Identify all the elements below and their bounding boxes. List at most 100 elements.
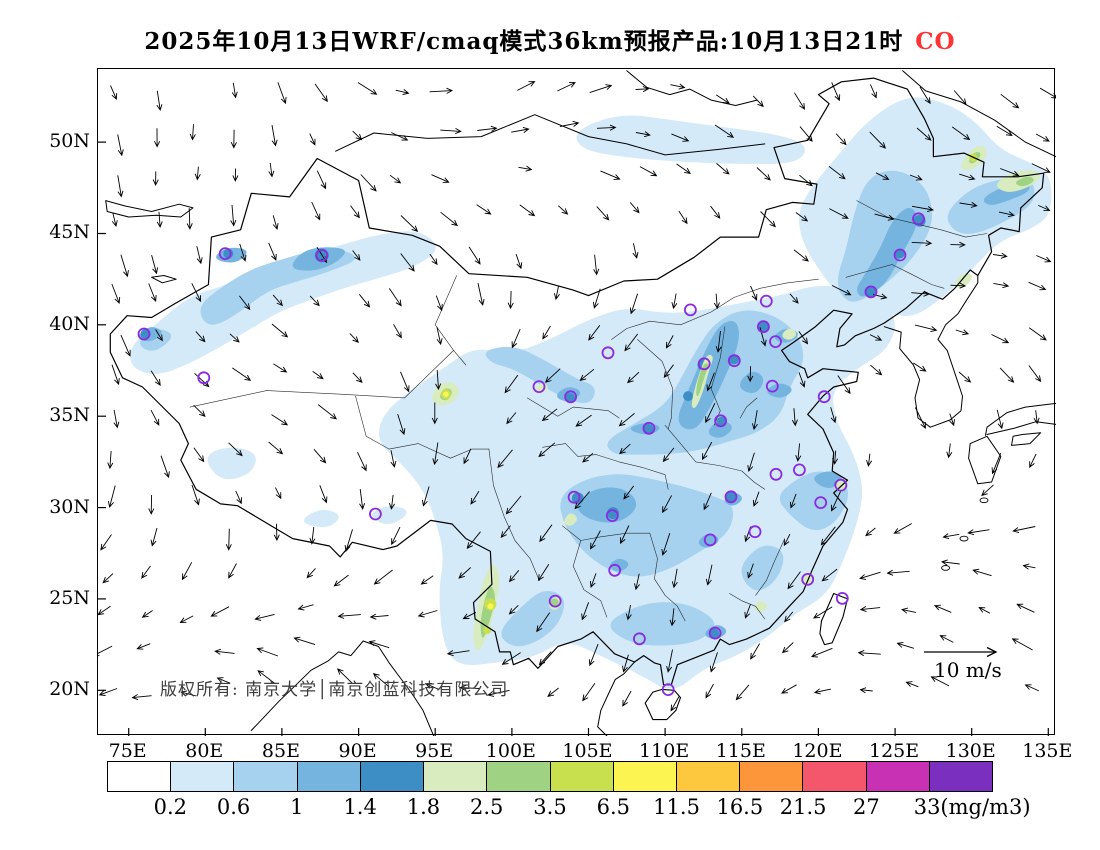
city-marker [608,563,622,577]
copyright-text: 版权所有: 南京大学│南京创蓝科技有限公司 [160,679,508,700]
colorbar-tick-label: 27 [853,795,880,819]
city-marker [835,592,849,605]
colorbar-cell [108,762,171,791]
city-marker [684,303,697,317]
colorbar-cell [359,762,424,791]
colorbar-tick-label: 0.2 [153,795,187,819]
city-marker [697,357,711,371]
lon-tick-label: 100E [485,740,536,762]
colorbar-cell [423,762,487,791]
wind-scale-label: 10 m/s [934,658,1002,682]
city-marker [834,478,848,492]
city-marker [567,490,581,504]
colorbar-tick-label: 1 [290,795,304,819]
lon-tick-label: 110E [639,740,690,762]
city-marker [724,490,738,504]
lon-tick-label: 90E [338,740,377,762]
colorbar-tick-label: 1.4 [343,795,377,819]
city-marker [727,354,741,368]
city-marker [633,632,646,646]
colorbar-tick-label: 2.5 [470,795,504,819]
city-marker [218,247,232,261]
lat-tick-label: 35N [49,404,90,427]
city-marker [642,421,656,435]
map-generated-layers [98,70,1056,736]
city-marker [817,390,831,404]
lat-tick-label: 30N [49,495,90,518]
city-marker [912,212,925,226]
lon-tick-label: 120E [792,740,843,762]
city-marker [793,463,806,477]
city-marker [605,509,619,523]
city-marker [769,467,783,481]
colorbar-tick-label: 1.8 [406,795,441,819]
city-marker [759,294,773,308]
lon-tick-label: 130E [945,740,996,762]
city-marker [601,346,615,360]
wind-scale-legend: 10 m/s [924,646,1002,682]
city-marker [769,335,782,349]
city-marker [137,327,151,341]
forecast-map: 10 m/s 版权所有: 南京大学│南京创蓝科技有限公司 [98,70,1056,736]
colorbar-cell [486,762,550,791]
city-marker [197,371,211,385]
colorbar-cell [549,762,613,791]
lon-tick-label: 95E [415,740,454,762]
lat-tick-label: 50N [49,130,90,153]
colorbar-cell [296,762,360,791]
city-markers [137,212,925,696]
city-marker [368,507,382,521]
country-borders [105,70,1056,736]
city-marker [801,572,815,586]
lat-tick-label: 20N [49,678,90,701]
contour-fill-yellow [443,391,494,610]
colorbar-tick-label: 21.5 [779,795,827,819]
colorbar-cell [928,762,993,791]
colorbar-cell [675,762,740,791]
map-plot-area: 10 m/s 版权所有: 南京大学│南京创蓝科技有限公司 [97,68,1056,736]
colorbar-cell [739,762,803,791]
wind-vector-field [98,81,1056,712]
lon-tick-label: 115E [715,740,766,762]
city-marker [864,285,878,299]
city-marker [714,414,727,428]
colorbar-cell [612,762,676,791]
axis-ticks [98,141,1049,736]
chart-title-text: 2025年10月13日WRF/cmaq模式36km预报产品:10月13日21时 [144,28,904,55]
pollutant-label: CO [915,28,956,55]
colorbar-cell [233,762,297,791]
city-marker [748,525,762,539]
province-borders [189,200,988,622]
lat-tick-label: 25N [49,586,90,609]
colorbar-cell [865,762,929,791]
city-marker [532,380,546,394]
city-marker [661,683,675,696]
colorbar-tick-label: 33(mg/m3) [913,795,1031,819]
city-marker [814,496,828,510]
contour-fill-level2 [139,170,1035,647]
wind-scale-arrowhead-icon [986,646,998,658]
colorbar-cell [170,762,234,791]
city-marker [708,626,722,640]
lon-tick-label: 135E [1022,740,1073,762]
lon-tick-label: 125E [868,740,920,762]
colorbar-tick-label: 6.5 [596,795,630,819]
city-marker [765,379,779,393]
lon-tick-label: 85E [261,740,300,762]
colorbar-cell [802,762,866,791]
city-marker [893,248,907,262]
colorbar-tick-label: 3.5 [533,795,567,819]
colorbar-tick-label: 0.6 [216,795,251,819]
city-marker [757,320,770,334]
colorbar-tick-label: 11.5 [653,795,700,819]
lon-tick-label: 105E [562,740,613,762]
colorbar-tick-label: 16.5 [716,795,764,819]
chart-title: 2025年10月13日WRF/cmaq模式36km预报产品:10月13日21时 C… [0,22,1100,56]
city-marker [564,390,578,404]
colorbar [107,761,993,792]
city-marker [548,594,562,608]
lon-tick-label: 80E [185,740,224,762]
city-marker [315,248,329,262]
colorbar-labels: 0.2 0.6 1 1.4 1.8 2.5 3.5 6.5 11.5 16.5 21.5 27 33(m… [107,795,1067,823]
